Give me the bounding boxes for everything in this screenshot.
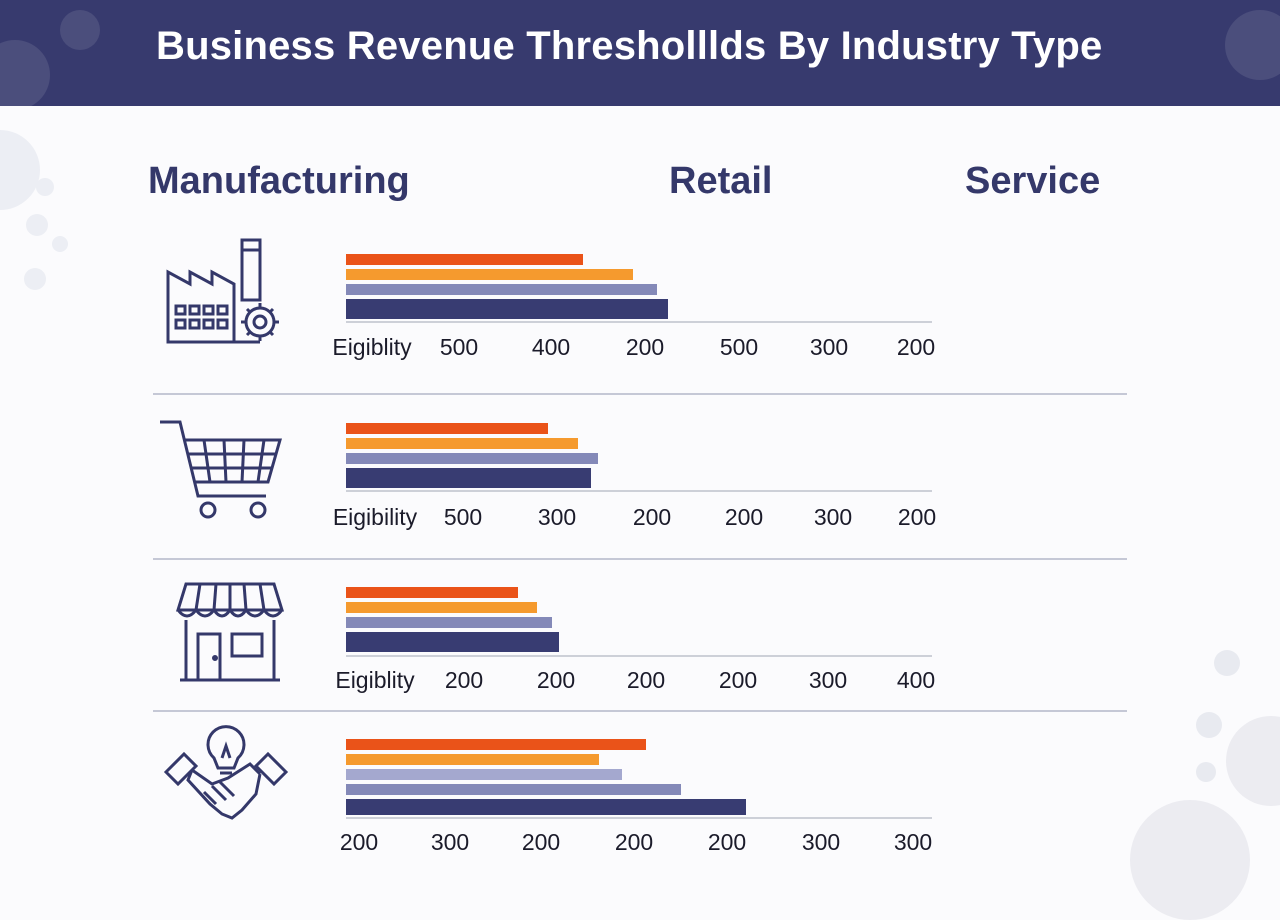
tick-label: 200 [340, 829, 378, 855]
bar-factory-2 [346, 269, 633, 280]
tick-label: 500 [440, 334, 478, 360]
decor-bubble [26, 214, 48, 236]
tick-label: 200 [627, 667, 665, 693]
tick-label: 200 [626, 334, 664, 360]
tick-label: 400 [532, 334, 570, 360]
handshake-lightbulb-icon [163, 725, 289, 820]
tick-label: 200 [719, 667, 757, 693]
tick-label: 200 [725, 504, 763, 530]
tick-label: 200 [708, 829, 746, 855]
eligibility-label: Eigibility [333, 504, 418, 530]
decor-bubble [1196, 712, 1222, 738]
bar-handshake-1 [346, 739, 646, 750]
row-divider [153, 710, 1127, 712]
eligibility-label: Eigiblity [335, 667, 415, 693]
tick-label: 200 [898, 504, 936, 530]
page-title: Business Revenue Thresholllds By Industr… [156, 24, 1103, 68]
bar-factory-1 [346, 254, 583, 265]
row-divider [153, 558, 1127, 560]
storefront-icon [175, 582, 285, 682]
bar-factory-3 [346, 284, 657, 295]
column-title-service: Service [965, 160, 1101, 202]
tick-label: 300 [431, 829, 469, 855]
bar-handshake-4 [346, 784, 681, 795]
bar-shopping-cart-4 [346, 468, 591, 488]
tick-label: 300 [894, 829, 932, 855]
tick-label: 300 [810, 334, 848, 360]
tick-label: 300 [802, 829, 840, 855]
column-title-manufacturing: Manufacturing [148, 160, 410, 202]
bar-factory-4 [346, 299, 668, 319]
tick-label: 200 [897, 334, 935, 360]
tick-label: 300 [814, 504, 852, 530]
eligibility-label: Eigiblity [332, 334, 412, 360]
bar-shopping-cart-2 [346, 438, 578, 449]
bar-storefront-4 [346, 632, 559, 652]
column-title-retail: Retail [669, 160, 773, 202]
tick-label: 200 [615, 829, 653, 855]
tick-label: 500 [444, 504, 482, 530]
decor-bubble [36, 178, 54, 196]
tick-label: 500 [720, 334, 758, 360]
bar-storefront-2 [346, 602, 537, 613]
shopping-cart-icon [160, 420, 282, 519]
bar-shopping-cart-3 [346, 453, 598, 464]
tick-label: 200 [633, 504, 671, 530]
bar-storefront-3 [346, 617, 552, 628]
bar-handshake-3 [346, 769, 622, 780]
bar-handshake-5 [346, 799, 746, 815]
decor-bubble [60, 10, 100, 50]
decor-bubble [52, 236, 68, 252]
tick-label: 300 [809, 667, 847, 693]
tick-label: 300 [538, 504, 576, 530]
bar-charts: Eigiblity 500 400 200 500 300 200 Eigibility 500… [332, 254, 936, 855]
bar-handshake-2 [346, 754, 599, 765]
decor-bubble [1196, 762, 1216, 782]
row-divider [153, 393, 1127, 395]
tick-label: 200 [445, 667, 483, 693]
header-banner: Business Revenue Thresholllds By Industr… [0, 0, 1280, 106]
tick-label: 200 [537, 667, 575, 693]
decor-bubble [1225, 10, 1280, 80]
decor-bubble [24, 268, 46, 290]
decor-bubble [1214, 650, 1240, 676]
bar-storefront-1 [346, 587, 518, 598]
factory-icon [166, 238, 279, 344]
tick-label: 200 [522, 829, 560, 855]
bar-shopping-cart-1 [346, 423, 548, 434]
tick-label: 400 [897, 667, 935, 693]
